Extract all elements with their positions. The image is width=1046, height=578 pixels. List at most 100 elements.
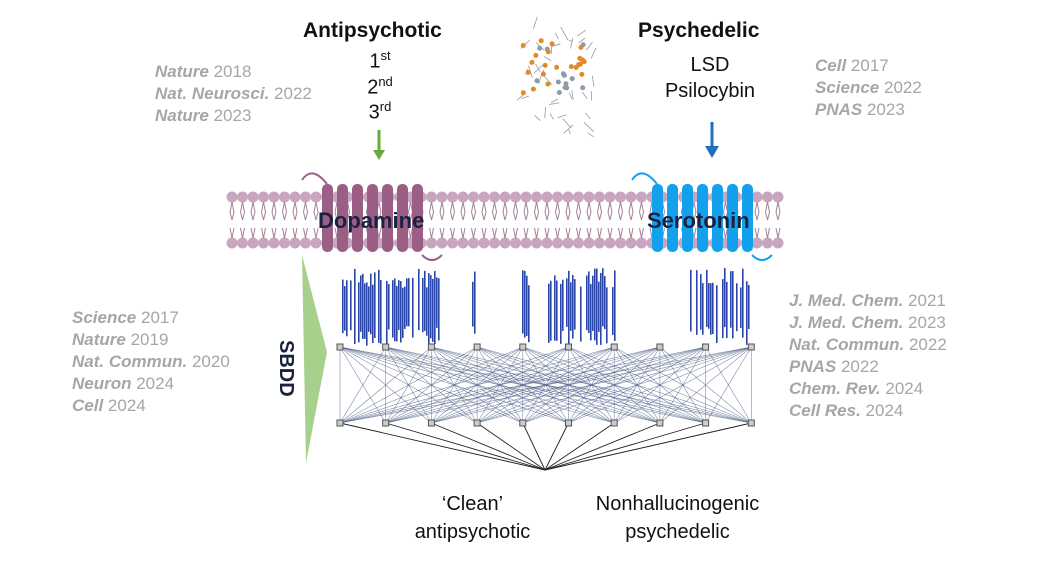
ligand-atom xyxy=(570,76,575,81)
lipid-tail xyxy=(776,202,780,238)
fingerprint-bar xyxy=(742,269,744,338)
lipid-head xyxy=(279,238,290,249)
lipid-head xyxy=(290,238,301,249)
lipid-head xyxy=(615,192,626,203)
lipid-head xyxy=(605,238,616,249)
network-node xyxy=(657,344,663,350)
fingerprint-bar xyxy=(590,284,592,341)
lipid-head xyxy=(531,192,542,203)
lipid-tail xyxy=(598,202,602,238)
lipid-head xyxy=(468,192,479,203)
arrow-head-icon xyxy=(705,146,719,158)
fingerprint-bar xyxy=(432,279,434,342)
lipid-head xyxy=(489,238,500,249)
lipid-head xyxy=(510,238,521,249)
fingerprint-bar xyxy=(406,278,408,326)
lipid-head xyxy=(615,238,626,249)
fingerprint-bar xyxy=(732,271,734,338)
protein-backbone xyxy=(533,17,537,29)
fingerprint-bar xyxy=(560,284,562,344)
fingerprint-bar xyxy=(350,280,352,330)
protein-backbone xyxy=(551,99,558,103)
lipid-head xyxy=(636,192,647,203)
lipid-head xyxy=(521,192,532,203)
reference: Nat. Commun. 2020 xyxy=(72,351,230,373)
fingerprint-bar xyxy=(612,287,614,335)
refs-top-left: Nature 2018 Nat. Neurosci. 2022 Nature 202… xyxy=(155,61,312,127)
ligand-atom xyxy=(582,59,587,64)
antipsychotic-generations: 1st 2nd 3rd xyxy=(355,48,405,125)
reference: Science 2017 xyxy=(72,307,230,329)
arrow-head-icon xyxy=(373,150,385,160)
ligand-atom xyxy=(533,53,538,58)
serotonin-receptor-loop xyxy=(632,173,657,184)
lipid-head xyxy=(447,192,458,203)
ligand-atom xyxy=(537,46,542,51)
ligand-atom xyxy=(569,64,574,69)
lipid-head xyxy=(531,238,542,249)
fingerprint-bar xyxy=(474,272,476,334)
fingerprint-bar xyxy=(364,283,366,339)
lipid-tail xyxy=(230,202,234,238)
protein-backbone xyxy=(549,103,559,105)
network-node xyxy=(748,344,754,350)
lipid-head xyxy=(311,238,322,249)
reference: Neuron 2024 xyxy=(72,373,230,395)
lipid-head xyxy=(542,238,553,249)
lipid-tail xyxy=(241,202,245,238)
lipid-tail xyxy=(262,202,266,238)
psychedelic-drugs: LSD Psilocybin xyxy=(640,52,780,104)
lipid-head xyxy=(227,238,238,249)
protein-backbone xyxy=(545,107,546,118)
fingerprint-bar xyxy=(740,287,742,327)
fingerprint-bar xyxy=(550,281,552,341)
lipid-head xyxy=(237,238,248,249)
protein-backbone xyxy=(586,42,592,50)
fingerprint-bar xyxy=(708,283,710,329)
network-node xyxy=(566,344,572,350)
lipid-head xyxy=(258,192,269,203)
lipid-head xyxy=(447,238,458,249)
lipid-head xyxy=(773,192,784,203)
fingerprint-bar xyxy=(528,285,530,342)
protein-backbone xyxy=(582,92,587,99)
lipid-head xyxy=(626,238,637,249)
lipid-head xyxy=(458,192,469,203)
protein-backbone xyxy=(585,113,590,119)
lipid-head xyxy=(573,192,584,203)
protein-backbone xyxy=(558,115,566,118)
lipid-head xyxy=(762,238,773,249)
fingerprint-bar xyxy=(398,280,400,330)
fingerprint-bar xyxy=(716,285,718,343)
lipid-head xyxy=(605,192,616,203)
lipid-tail xyxy=(577,202,581,238)
network-node xyxy=(520,420,526,426)
psychedelic-title: Psychedelic xyxy=(638,19,759,43)
network-node xyxy=(337,420,343,426)
fingerprint-bar xyxy=(602,268,604,326)
network-node xyxy=(748,420,754,426)
lipid-tail xyxy=(451,202,455,238)
lipid-head xyxy=(521,238,532,249)
output-edge xyxy=(545,423,614,470)
fingerprint-bar xyxy=(614,270,616,341)
fingerprint-bar xyxy=(436,277,438,327)
lipid-tail xyxy=(587,202,591,238)
fingerprint-bar xyxy=(748,285,750,329)
lipid-head xyxy=(594,192,605,203)
generation-2: 2nd xyxy=(355,74,405,100)
protein-backbone xyxy=(584,122,594,131)
network-node xyxy=(611,344,617,350)
fingerprint-bar xyxy=(548,284,550,343)
lipid-tail xyxy=(293,202,297,238)
reference: Cell Res. 2024 xyxy=(789,400,947,422)
protein-backbone xyxy=(569,93,572,99)
lipid-tail xyxy=(283,202,287,238)
network-node xyxy=(566,420,572,426)
lipid-head xyxy=(437,192,448,203)
fingerprint-bar xyxy=(700,274,702,330)
reference: Nat. Neurosci. 2022 xyxy=(155,83,312,105)
refs-left: Science 2017 Nature 2019 Nat. Commun. 2020… xyxy=(72,307,230,417)
ligand-atom xyxy=(561,71,566,76)
protein-backbone xyxy=(561,27,568,40)
